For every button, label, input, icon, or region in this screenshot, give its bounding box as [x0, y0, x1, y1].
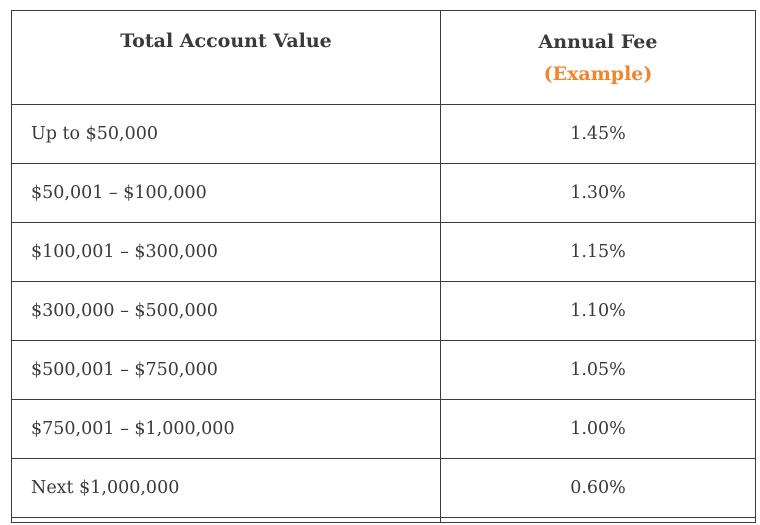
account-value-range: $500,001 – $750,000: [11, 340, 441, 400]
account-value-range: $50,001 – $100,000: [11, 163, 441, 223]
account-value-range: Up to $50,000: [11, 104, 441, 164]
annual-fee-rate: 1.00%: [440, 399, 756, 459]
account-value-range: $750,001 – $1,000,000: [11, 399, 441, 459]
header-annual-fee-label: Annual Fee: [538, 30, 658, 53]
table-row: Up to $50,000 1.45%: [11, 104, 756, 164]
annual-fee-rate: 0.60%: [440, 458, 756, 518]
fee-schedule-table: Total Account Value Annual Fee (Example)…: [11, 10, 756, 523]
annual-fee-rate: 1.30%: [440, 163, 756, 223]
table-row: $300,000 – $500,000 1.10%: [11, 281, 756, 341]
annual-fee-rate: 1.10%: [440, 281, 756, 341]
account-value-range: Next $1,000,000: [11, 458, 441, 518]
table-row: $500,001 – $750,000 1.05%: [11, 340, 756, 400]
header-annual-fee-example-note: (Example): [543, 62, 653, 85]
table-row: $750,001 – $1,000,000 1.00%: [11, 399, 756, 459]
table-row: Next $1,000,000 0.60%: [11, 458, 756, 518]
table-row: $50,001 – $100,000 1.30%: [11, 163, 756, 223]
table-row-cut-off: [11, 517, 756, 523]
header-total-account-value: Total Account Value: [11, 10, 441, 105]
table-header-row: Total Account Value Annual Fee (Example): [11, 10, 756, 105]
account-value-range: $300,000 – $500,000: [11, 281, 441, 341]
annual-fee-rate: 1.45%: [440, 104, 756, 164]
empty-cell: [440, 517, 756, 523]
account-value-range: $100,001 – $300,000: [11, 222, 441, 282]
annual-fee-rate: 1.05%: [440, 340, 756, 400]
annual-fee-rate: 1.15%: [440, 222, 756, 282]
table-row: $100,001 – $300,000 1.15%: [11, 222, 756, 282]
empty-cell: [11, 517, 441, 523]
header-annual-fee: Annual Fee (Example): [440, 10, 756, 105]
